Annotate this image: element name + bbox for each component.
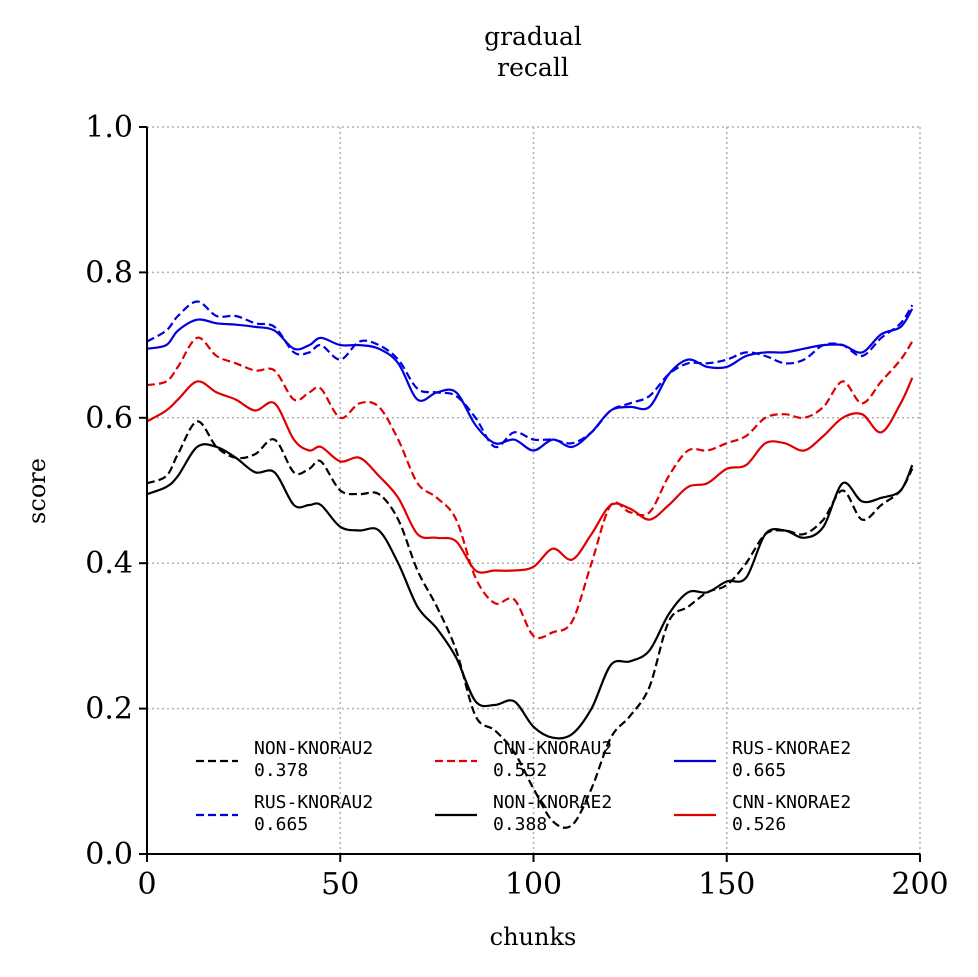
chart-title-line2: recall	[497, 53, 569, 82]
legend-series-value: 0.378	[254, 760, 308, 781]
legend-series-name: CNN-KNORAU2	[493, 738, 612, 759]
y-axis-label: score	[23, 458, 51, 524]
x-axis-label: chunks	[490, 923, 577, 951]
y-tick-label: 1.0	[85, 110, 133, 145]
legend-series-name: NON-KNORAE2	[493, 792, 612, 813]
y-tick-label: 0.0	[85, 837, 133, 872]
y-ticks: 0.0 0.2 0.4 0.6 0.8 1.0	[85, 110, 147, 872]
series-layer	[146, 300, 914, 829]
legend-series-value: 0.665	[732, 760, 786, 781]
series-line-cnn-knorae2	[146, 377, 914, 574]
x-tick-label: 100	[505, 867, 562, 902]
x-ticks: 0 50 100 150 200	[137, 854, 949, 902]
y-tick-label: 0.4	[85, 546, 133, 581]
series-line-rus-knorae2	[146, 308, 914, 452]
legend-series-value: 0.388	[493, 814, 547, 835]
y-tick-label: 0.8	[85, 255, 133, 290]
x-tick-label: 200	[891, 867, 948, 902]
series-line-cnn-knorau2	[146, 336, 914, 640]
legend-series-value: 0.552	[493, 760, 547, 781]
y-tick-label: 0.6	[85, 401, 133, 436]
y-tick-label: 0.2	[85, 692, 133, 727]
x-tick-label: 0	[137, 867, 156, 902]
legend-series-name: RUS-KNORAU2	[254, 792, 373, 813]
series-line-non-knorau2	[146, 420, 914, 829]
legend: NON-KNORAU20.378RUS-KNORAU20.665CNN-KNOR…	[196, 738, 851, 835]
legend-series-name: NON-KNORAU2	[254, 738, 373, 759]
legend-series-value: 0.526	[732, 814, 786, 835]
chart-title-line1: gradual	[484, 22, 582, 51]
series-line-non-knorae2	[146, 443, 914, 740]
legend-series-name: CNN-KNORAE2	[732, 792, 851, 813]
x-tick-label: 50	[321, 867, 359, 902]
series-line-rus-knorau2	[146, 300, 914, 449]
x-tick-label: 150	[698, 867, 755, 902]
legend-series-name: RUS-KNORAE2	[732, 738, 851, 759]
legend-series-value: 0.665	[254, 814, 308, 835]
